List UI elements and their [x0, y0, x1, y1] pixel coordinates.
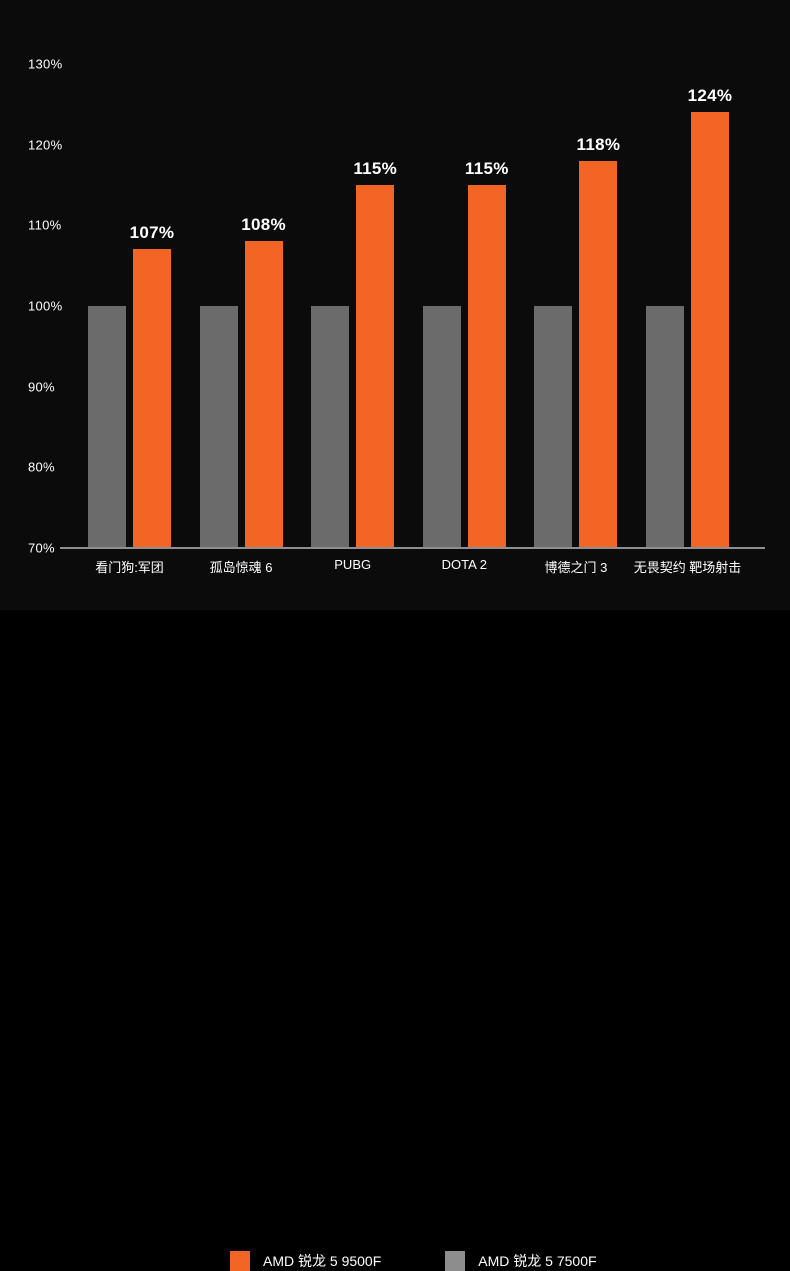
y-tick-label: 120%: [28, 137, 63, 152]
bar-amd-9500f: [244, 241, 283, 548]
bar-value-label: 118%: [576, 134, 621, 154]
y-tick-label: 70%: [28, 540, 55, 556]
y-tick-label: 80%: [28, 459, 55, 475]
legend-panel: AMD 锐龙 5 9500F AMD 锐龙 5 7500F: [0, 610, 790, 1271]
chart-panel: 130% 120% 110% 100% 90% 80% 70% 107% 108% 115% 11…: [0, 0, 790, 610]
y-tick-label: 130%: [28, 56, 63, 72]
bar-amd-9500f: [356, 184, 395, 548]
bar-amd-7500f: [422, 305, 461, 548]
bar-value-label: 115%: [353, 158, 398, 178]
legend-item-7500f: AMD 锐龙 5 7500F: [445, 1251, 597, 1271]
legend-swatch-9500f-icon: [230, 1251, 250, 1271]
bar-value-label: 107%: [129, 223, 175, 243]
legend-label-9500f: AMD 锐龙 5 9500F: [263, 1253, 382, 1269]
bar-amd-7500f: [534, 305, 573, 548]
bar-value-label: 115%: [464, 158, 509, 178]
bar-value-label: 108%: [241, 215, 286, 235]
bar-amd-7500f: [199, 305, 238, 548]
y-tick-label: 90%: [28, 379, 55, 395]
bar-amd-7500f: [646, 305, 684, 548]
category-label: 孤岛惊魂 6: [209, 560, 273, 575]
category-label: 博德之门 3: [544, 560, 608, 575]
bar-amd-9500f: [691, 112, 729, 548]
category-label: DOTA 2: [441, 557, 487, 572]
x-axis-line: [60, 547, 765, 549]
bar-value-label: 124%: [687, 86, 733, 106]
y-tick-label: 110%: [28, 217, 62, 233]
y-tick-label: 100%: [28, 298, 63, 314]
chart-legend: AMD 锐龙 5 9500F AMD 锐龙 5 7500F: [230, 1251, 597, 1271]
category-label: PUBG: [334, 557, 372, 572]
legend-swatch-7500f-icon: [445, 1251, 466, 1271]
legend-item-9500f: AMD 锐龙 5 9500F: [230, 1251, 381, 1271]
bar-amd-7500f: [311, 305, 350, 548]
bar-amd-9500f: [467, 184, 506, 548]
category-label: 无畏契约 靶场射击: [633, 560, 742, 575]
bar-amd-9500f: [133, 249, 171, 548]
bar-amd-7500f: [88, 305, 126, 548]
category-label: 看门狗:军团: [95, 560, 164, 575]
bar-amd-9500f: [579, 160, 618, 548]
legend-label-7500f: AMD 锐龙 5 7500F: [478, 1253, 597, 1269]
